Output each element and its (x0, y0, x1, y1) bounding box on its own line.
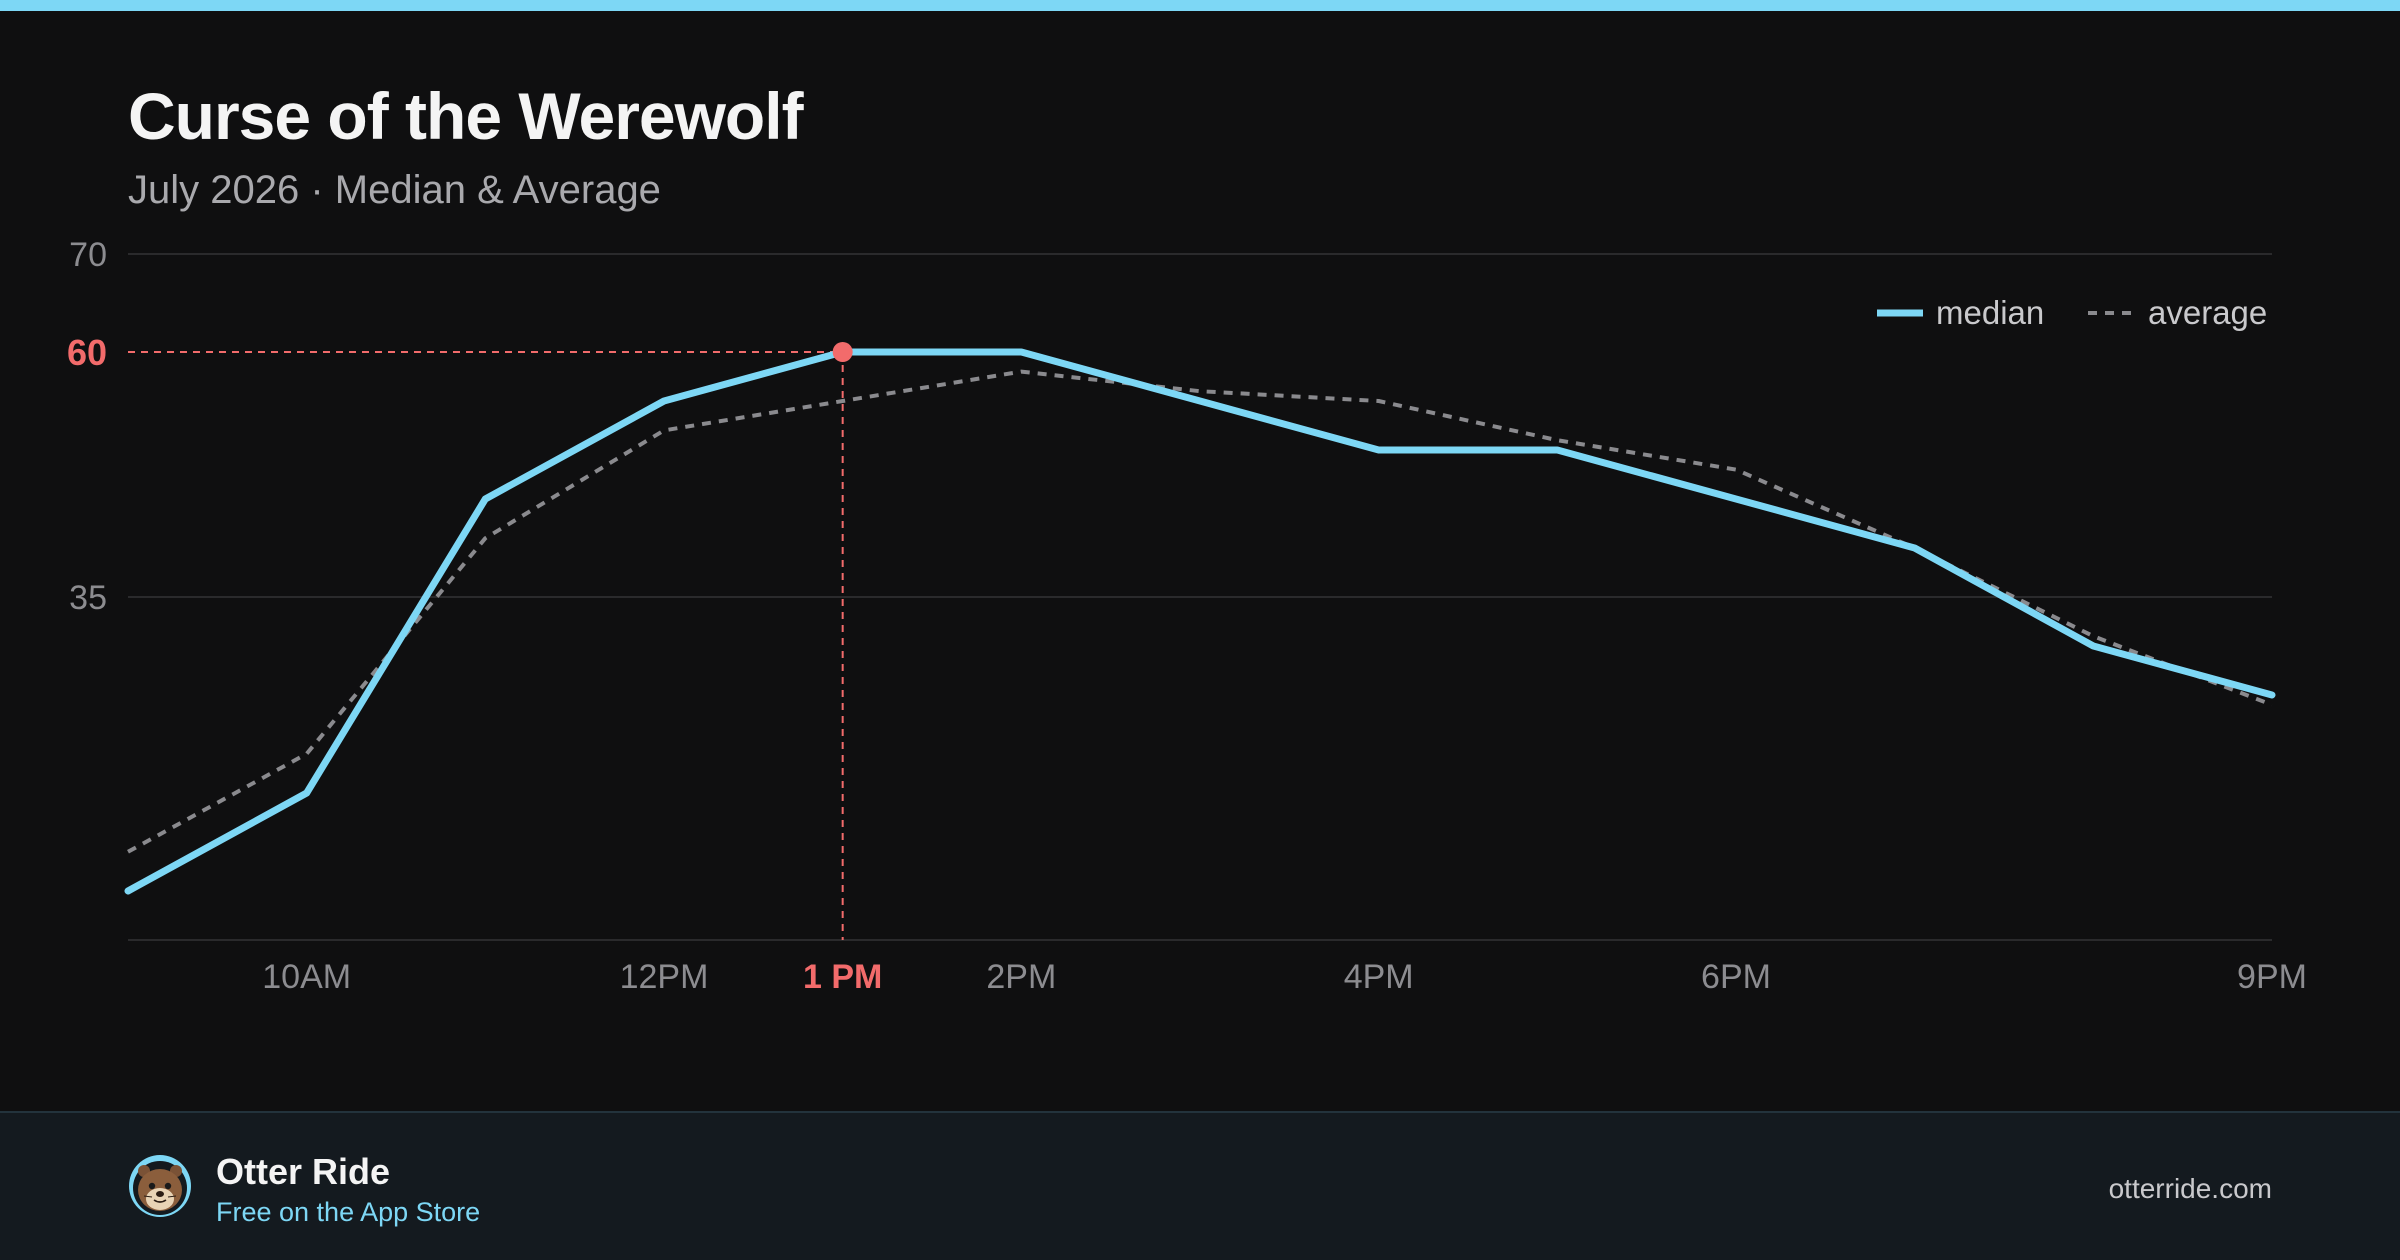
highlight-y-label: 60 (67, 332, 107, 373)
highlight-x-label: 1 PM (803, 958, 882, 996)
footer: Otter Ride Free on the App Store otterri… (0, 1111, 2400, 1260)
app-store-link[interactable]: Free on the App Store (216, 1197, 481, 1227)
y-tick-label: 70 (69, 236, 107, 274)
website-link[interactable]: otterride.com (2108, 1173, 2272, 1204)
top-accent-bar (0, 0, 2400, 11)
x-tick-label: 4PM (1344, 958, 1414, 996)
highlight-point (832, 342, 853, 362)
line-chart: 70 35 10AM 12PM 2PM 4PM 6PM 9PM 60 1 PM median aver… (67, 236, 2307, 996)
x-tick-label: 10AM (262, 958, 351, 996)
chart-title: Curse of the Werewolf (128, 79, 804, 153)
legend-median-label: median (1936, 294, 2044, 331)
y-tick-label: 35 (69, 579, 107, 617)
chart-subtitle: July 2026 · Median & Average (128, 168, 661, 212)
legend-average-label: average (2148, 294, 2267, 331)
brand-name: Otter Ride (216, 1151, 391, 1192)
x-tick-label: 2PM (986, 958, 1056, 996)
x-tick-label: 12PM (620, 958, 709, 996)
median-series-line (124, 348, 2276, 895)
otter-face-icon (129, 1155, 191, 1217)
average-series-line (127, 369, 2273, 854)
x-tick-label: 9PM (2237, 958, 2307, 996)
x-tick-label: 6PM (1701, 958, 1771, 996)
